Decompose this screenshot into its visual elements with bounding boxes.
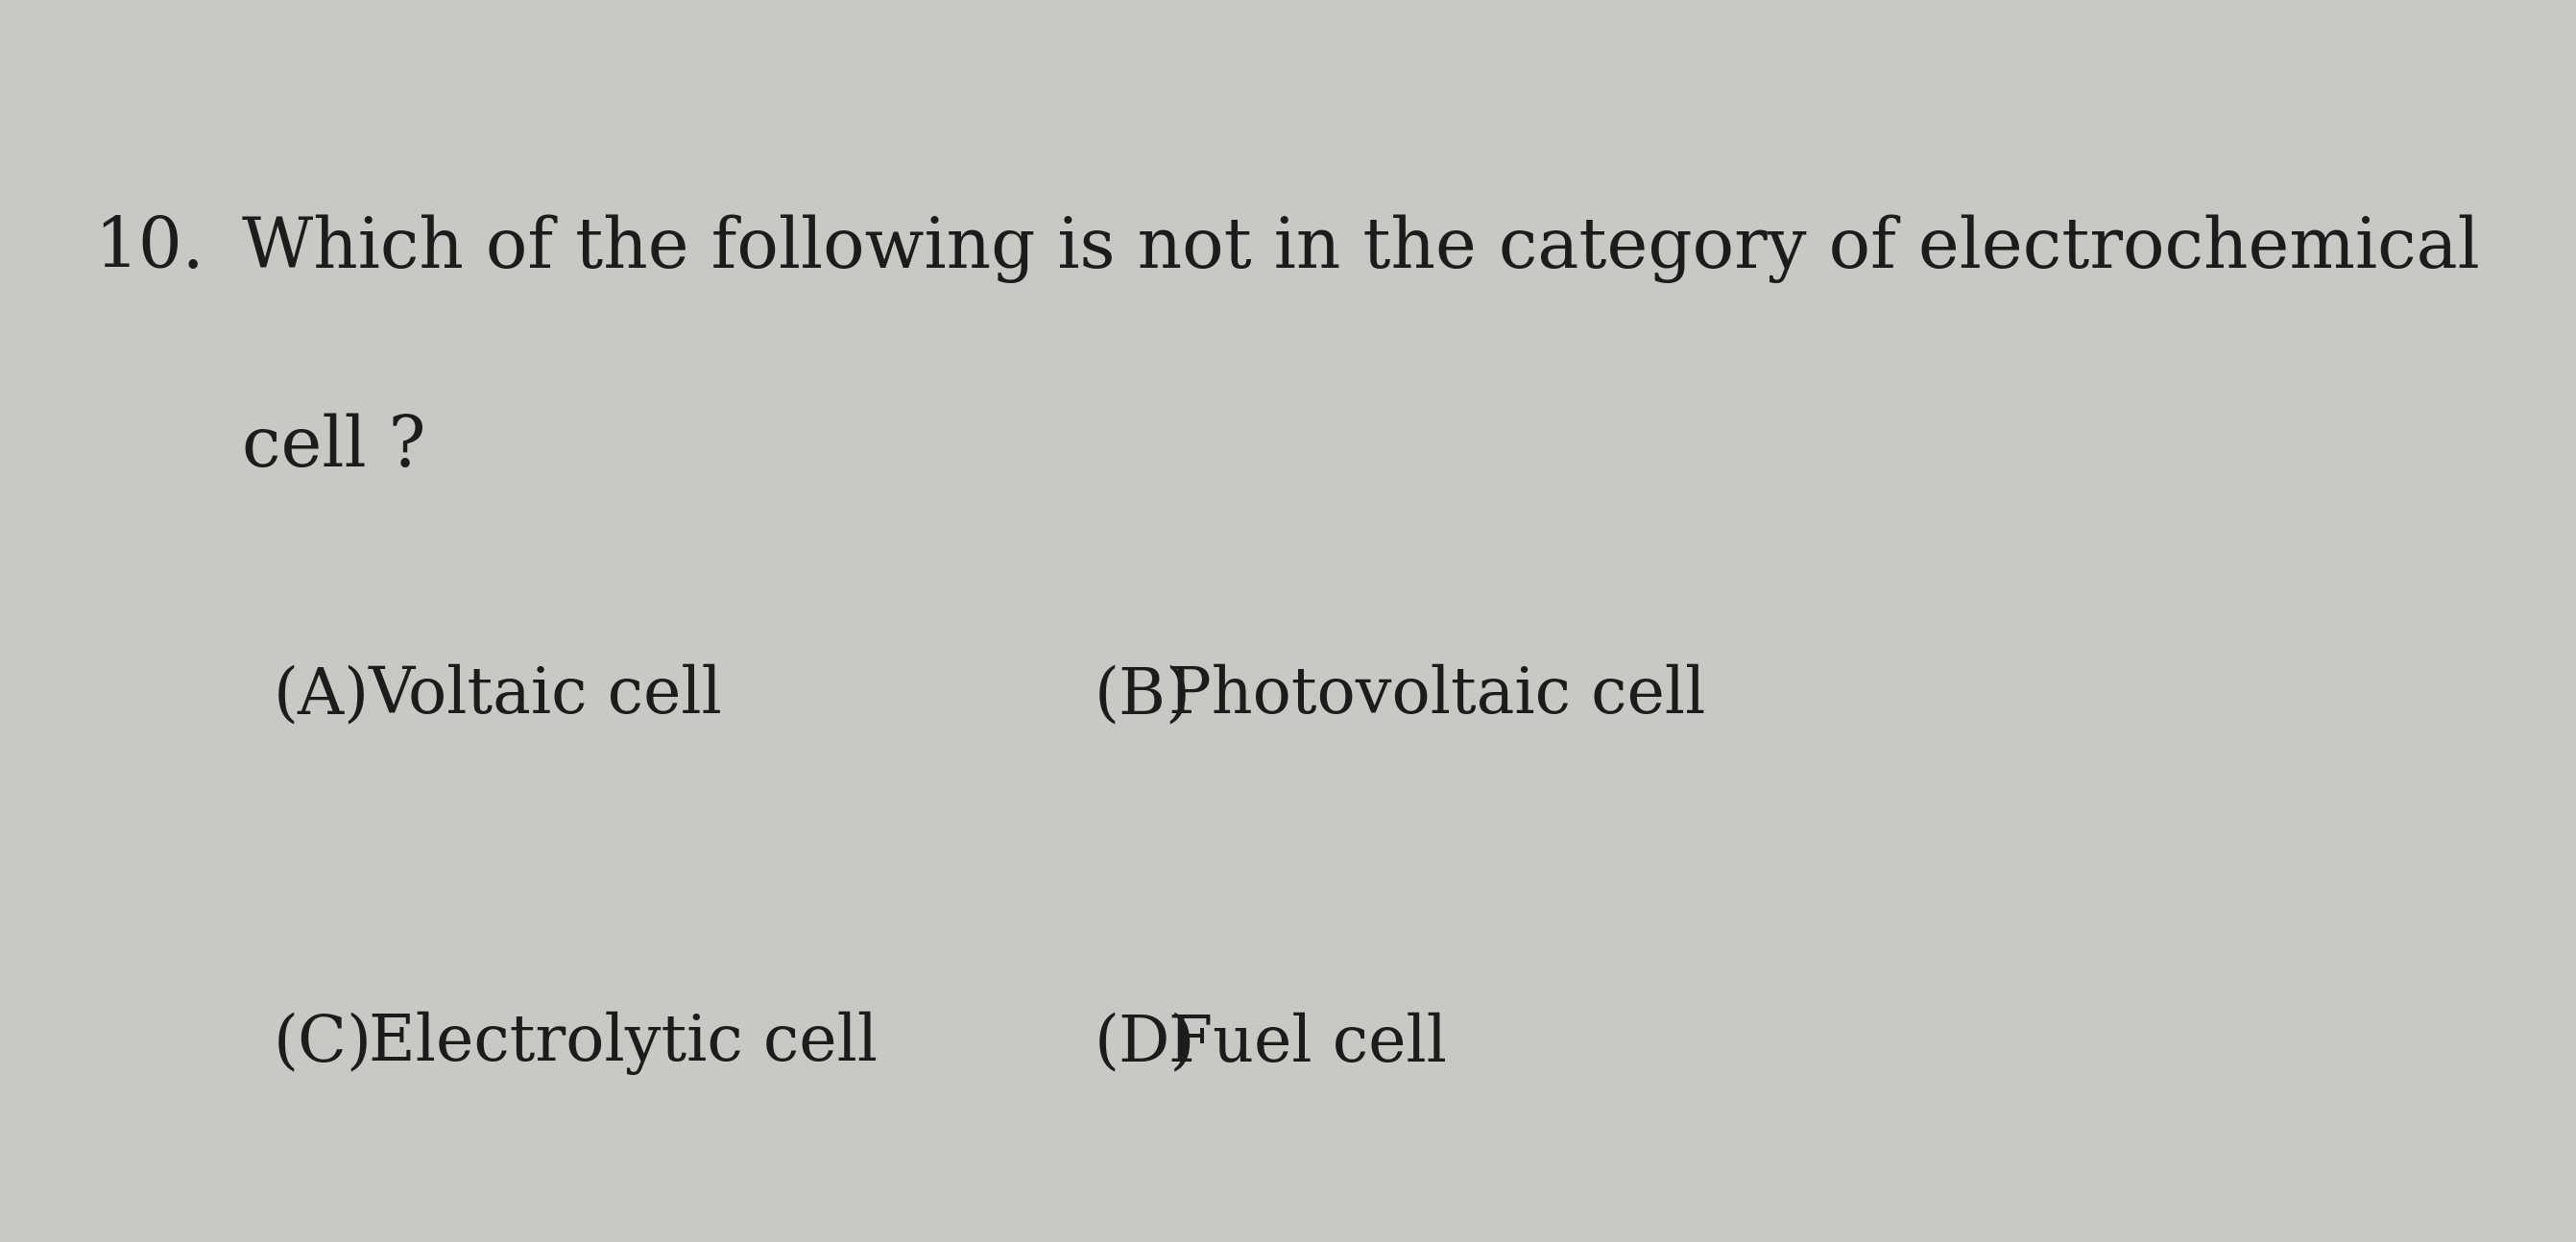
Text: (D): (D): [1095, 1012, 1195, 1074]
Text: Voltaic cell: Voltaic cell: [368, 664, 721, 727]
Text: Electrolytic cell: Electrolytic cell: [368, 1011, 878, 1076]
Text: cell ?: cell ?: [242, 414, 425, 481]
Text: Which of the following is not in the category of electrochemical: Which of the following is not in the cat…: [242, 214, 2481, 283]
Text: (C): (C): [273, 1012, 374, 1074]
Text: Fuel cell: Fuel cell: [1170, 1012, 1448, 1074]
Text: 10.: 10.: [95, 215, 204, 282]
Text: Photovoltaic cell: Photovoltaic cell: [1170, 664, 1705, 727]
Text: (B): (B): [1095, 664, 1193, 727]
Text: (A): (A): [273, 664, 371, 727]
